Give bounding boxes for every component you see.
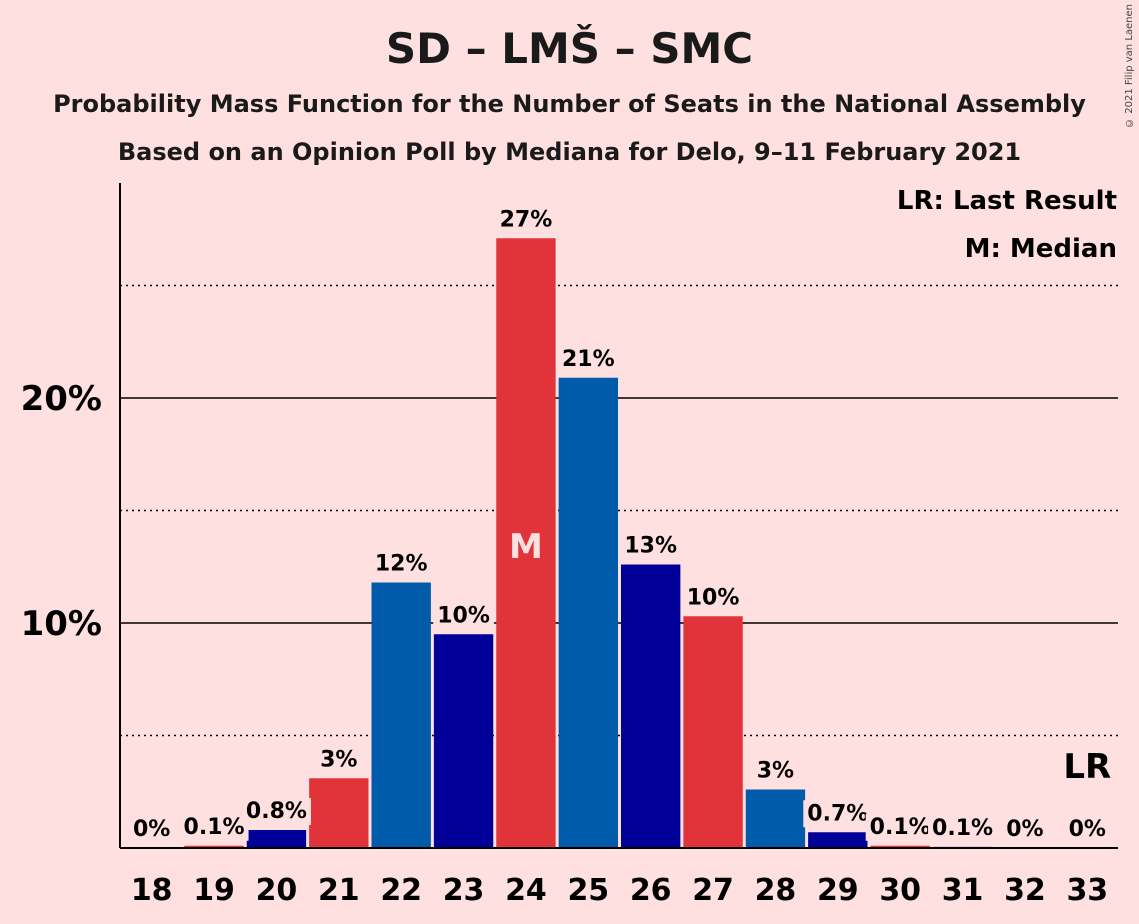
- data-label: 13%: [624, 534, 677, 559]
- x-tick-label: 20: [256, 873, 298, 908]
- chart-subtitle-1: Probability Mass Function for the Number…: [53, 90, 1086, 118]
- legend-last-result: LR: Last Result: [897, 186, 1117, 216]
- data-label-background: [752, 757, 799, 785]
- data-label: 0%: [1069, 817, 1106, 842]
- x-tick-label: 18: [131, 873, 173, 908]
- bar-seat-19: [184, 845, 244, 848]
- axes: [119, 183, 1118, 849]
- data-label-background: [865, 813, 935, 841]
- x-tick-label: 33: [1066, 873, 1108, 908]
- bar-seat-28: [745, 789, 806, 848]
- y-tick-label: 10%: [21, 604, 102, 644]
- data-label: 0.7%: [807, 801, 868, 826]
- x-tick-label: 19: [193, 873, 235, 908]
- data-label: 0.1%: [932, 816, 993, 841]
- bar-seat-23: [433, 634, 494, 848]
- data-label-background: [682, 584, 744, 612]
- data-label-background: [433, 602, 494, 630]
- x-tick-label: 31: [942, 873, 984, 908]
- bar-seat-25: [558, 377, 618, 848]
- data-label: 27%: [500, 207, 553, 232]
- data-label-background: [370, 550, 432, 578]
- data-label: 0.1%: [870, 815, 931, 840]
- data-label-background: [495, 206, 557, 234]
- data-label: 21%: [562, 347, 615, 372]
- bar-seat-27: [683, 616, 743, 848]
- x-tick-label: 30: [879, 873, 921, 908]
- bar-seat-26: [621, 564, 681, 848]
- data-label-background: [620, 532, 682, 560]
- y-tick-label: 20%: [21, 379, 102, 419]
- x-tick-label: 22: [380, 873, 422, 908]
- x-tick-label: 21: [318, 873, 360, 908]
- legend-median: M: Median: [965, 234, 1117, 264]
- x-tick-label: 25: [567, 873, 609, 908]
- labels: 10% 20% 0% 18 0.1% 19 0.8% 20 3% 21 12% 22 10% 23 27% 2…: [21, 206, 1111, 908]
- bar-seat-24: [496, 238, 556, 848]
- x-tick-label: 29: [817, 873, 859, 908]
- last-result-marker: LR: [1063, 747, 1111, 787]
- data-label: 3%: [320, 747, 357, 772]
- x-tick-label: 27: [692, 873, 734, 908]
- data-label-background: [928, 814, 998, 842]
- bar-seat-30: [870, 845, 930, 848]
- chart-title: SD – LMŠ – SMC: [385, 24, 754, 73]
- data-label: 0.8%: [246, 799, 307, 824]
- data-label: 3%: [757, 759, 794, 784]
- data-label: 10%: [687, 585, 740, 610]
- x-tick-label: 32: [1004, 873, 1046, 908]
- median-marker: M: [509, 527, 543, 567]
- data-label-background: [241, 798, 311, 825]
- data-label: 0%: [1006, 817, 1043, 842]
- data-label-background: [557, 345, 619, 373]
- x-tick-label: 28: [755, 873, 797, 908]
- bar-seat-22: [371, 582, 431, 848]
- data-label-background: [129, 816, 175, 843]
- x-tick-label: 23: [443, 873, 485, 908]
- bar-seat-20: [246, 830, 307, 848]
- data-label-background: [1002, 816, 1048, 843]
- gridlines: [120, 284, 1118, 737]
- data-label-background: [316, 746, 362, 774]
- data-label-background: [803, 800, 873, 828]
- bar-seat-21: [309, 778, 369, 848]
- data-label-background: [1064, 816, 1110, 843]
- chart-subtitle-2: Based on an Opinion Poll by Mediana for …: [117, 138, 1022, 166]
- x-tick-label: 24: [505, 873, 547, 908]
- bar-seat-29: [808, 832, 868, 848]
- data-label-background: [179, 813, 249, 841]
- x-tick-label: 26: [630, 873, 672, 908]
- bars: [184, 238, 993, 848]
- data-label: 12%: [375, 552, 428, 577]
- data-label: 0%: [133, 817, 170, 842]
- data-label: 0.1%: [184, 815, 245, 840]
- data-label: 10%: [437, 603, 490, 628]
